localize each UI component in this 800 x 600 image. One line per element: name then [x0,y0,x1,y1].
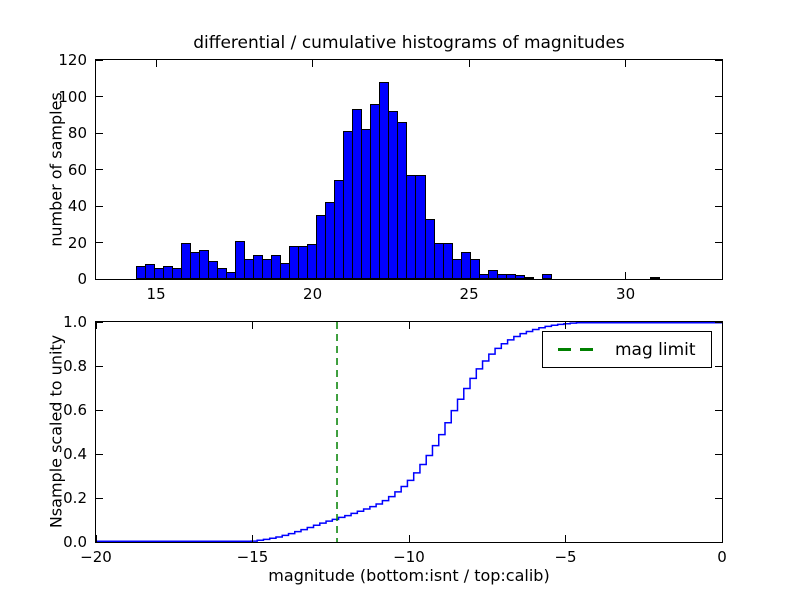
y-tick-label: 0.8 [63,357,87,375]
y-tick [96,278,103,280]
histogram-bar [650,277,661,279]
bottom-plot-area: mag limit −20 −15 −10 −5 0 0.0 0.2 0.4 0.6 0.8 1.0 [63,313,727,566]
y-tick-right [715,365,722,367]
y-tick-label: 60 [67,160,87,179]
y-tick-right [715,453,722,455]
y-tick [96,409,103,411]
y-tick-right [715,169,722,170]
x-tick [565,535,566,542]
y-tick [96,321,103,323]
y-tick [96,242,103,243]
y-tick-right [715,278,722,280]
x-tick [95,535,97,542]
x-tick-label: 20 [303,285,323,303]
histogram-bar [469,258,480,279]
x-tick-top [155,60,157,67]
x-tick-label: 30 [616,285,636,303]
x-tick [625,272,627,279]
x-tick-label: 15 [146,285,166,303]
x-tick [408,535,410,542]
y-tick-right [715,497,722,499]
bottom-plot-canvas [96,322,722,542]
y-tick-label: 120 [58,51,87,69]
cumulative-curve [96,322,722,542]
x-tick-top [468,60,470,67]
x-tick-label: 25 [459,285,479,303]
histogram-bar [523,277,534,279]
x-tick-top [565,322,566,329]
y-tick-right [715,409,722,411]
y-tick-label: 1.0 [63,313,87,331]
y-tick-label: 0.4 [63,445,87,463]
y-tick-right [715,132,722,134]
y-tick-right [715,59,722,61]
x-tick-label: −5 [554,548,577,566]
x-tick-top [408,322,410,329]
x-tick-label: −10 [393,548,425,566]
y-tick [96,59,103,61]
x-tick-label: −20 [80,548,112,566]
bottom-y-axis-label: Nsample scaled to unity [46,334,66,529]
x-tick [252,535,253,542]
y-tick-label: 100 [58,87,87,106]
y-tick-right [715,205,722,207]
legend-dash-icon [580,348,593,351]
legend-dash-icon [558,348,571,351]
x-tick-top [721,322,723,329]
mag-limit-dashed-line-sample [558,348,593,351]
y-tick-label: 40 [67,197,87,215]
y-tick-right [715,321,722,323]
y-tick-right [715,96,722,97]
x-tick-top [625,60,627,67]
y-tick-label: 0.2 [63,489,87,507]
x-axis-label: magnitude (bottom:isnt / top:calib) [268,566,550,585]
y-tick-label: 0.0 [63,533,87,551]
x-tick-top [95,322,97,329]
y-tick-right [715,242,722,243]
legend: mag limit [542,331,712,368]
y-tick [96,96,103,97]
y-tick [96,132,103,134]
x-tick-top [252,322,253,329]
y-tick [96,169,103,170]
y-tick [96,497,103,499]
y-tick [96,453,103,455]
y-tick [96,365,103,367]
legend-label: mag limit [615,339,696,360]
x-tick-label: −15 [236,548,269,566]
x-tick-label: 0 [717,548,727,566]
y-tick-label: 0 [77,270,87,288]
y-tick [96,205,103,207]
x-tick-top [312,60,314,67]
y-tick-label: 20 [67,233,87,252]
y-tick-label: 0.6 [63,401,87,419]
top-plot-area: 15 20 25 30 0 20 40 60 80 100 120 [58,51,723,303]
x-tick [721,535,723,542]
y-tick-right [715,541,722,543]
figure-title: differential / cumulative histograms of … [193,33,625,53]
y-tick [96,541,103,543]
histogram-bar [541,273,552,279]
y-tick-label: 80 [67,124,87,142]
